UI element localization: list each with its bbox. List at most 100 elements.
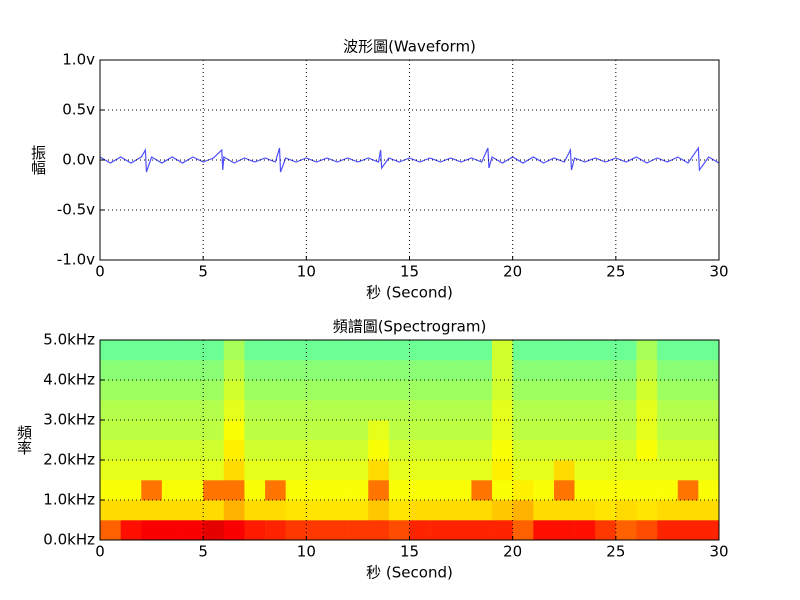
spectrogram-cell	[471, 440, 493, 461]
y-tick-label: 4.0kHz	[43, 371, 95, 389]
spectrogram-cell	[698, 480, 720, 501]
spectrogram-cell	[533, 500, 555, 521]
spectrogram-cell	[553, 400, 575, 421]
spectrogram-cell	[553, 380, 575, 401]
y-tick-label: 0.0kHz	[43, 531, 95, 549]
spectrogram-cell	[450, 460, 472, 481]
spectrogram-cell	[285, 480, 307, 501]
spectrogram-cell	[306, 480, 328, 501]
spectrogram-cell	[306, 460, 328, 481]
spectrogram-cell	[657, 520, 679, 541]
spectrogram-cell	[388, 380, 410, 401]
spectrogram-cell	[368, 380, 390, 401]
spectrogram-cell	[553, 520, 575, 541]
spectrogram-cell	[512, 380, 534, 401]
spectrogram-cell	[182, 380, 204, 401]
spectrogram-cell	[595, 520, 617, 541]
spectrogram-cell	[492, 460, 513, 481]
y-tick-label: 0.0v	[62, 151, 95, 169]
spectrogram-cell	[595, 480, 617, 501]
spectrogram-cell	[141, 460, 163, 481]
spectrogram-cell	[326, 460, 348, 481]
spectrogram-cell	[677, 360, 699, 381]
spectrogram-cell	[368, 500, 390, 521]
spectrogram-cell	[347, 380, 369, 401]
spectrogram-cell	[512, 480, 534, 501]
spectrogram-cell	[595, 380, 617, 401]
spectrogram-cell	[636, 400, 658, 421]
spectrogram-cell	[533, 460, 555, 481]
spectrogram-cell	[409, 440, 431, 461]
spectrogram-cell	[244, 420, 266, 441]
spectrogram-cell	[430, 500, 452, 521]
spectrogram-cell	[368, 440, 390, 461]
y-tick-label: -1.0v	[57, 251, 95, 269]
spectrogram-cell	[265, 460, 286, 481]
spectrogram-cell	[306, 500, 328, 521]
spectrogram-cell	[698, 420, 720, 441]
y-tick-label: 2.0kHz	[43, 451, 95, 469]
spectrogram-cell	[285, 460, 307, 481]
spectrogram-cell	[657, 360, 679, 381]
spectrogram-cell	[100, 380, 121, 401]
spectrogram-cell	[388, 420, 410, 441]
spectrogram-cell	[182, 360, 204, 381]
spectrogram-cell	[574, 520, 596, 541]
spectrogram-cell	[141, 480, 163, 501]
spectrogram-cell	[265, 440, 286, 461]
spectrogram-cell	[636, 520, 658, 541]
x-tick-label: 5	[198, 543, 208, 561]
spectrogram-cell	[677, 460, 699, 481]
spectrogram-cell	[553, 500, 575, 521]
spectrogram-cell	[306, 400, 328, 421]
spectrogram-cell	[223, 400, 245, 421]
spectrogram-cell	[326, 360, 348, 381]
y-axis-label: 頻率	[15, 425, 33, 455]
spectrogram-cell	[574, 380, 596, 401]
spectrogram-cell	[388, 360, 410, 381]
spectrogram-cell	[326, 520, 348, 541]
spectrogram-cell	[636, 480, 658, 501]
spectrogram-cell	[615, 440, 637, 461]
spectrogram-cell	[223, 360, 245, 381]
spectrogram-cell	[430, 440, 452, 461]
spectrogram-cell	[161, 400, 183, 421]
spectrogram-cell	[347, 420, 369, 441]
spectrogram-cell	[223, 520, 245, 541]
y-axis-label: 振幅	[29, 145, 47, 175]
spectrogram-cell	[100, 460, 121, 481]
spectrogram-cell	[409, 480, 431, 501]
spectrogram-cell	[368, 340, 390, 361]
spectrogram-cell	[347, 520, 369, 541]
spectrogram-cell	[368, 420, 390, 441]
spectrogram-cell	[223, 500, 245, 521]
spectrogram-cell	[512, 340, 534, 361]
spectrogram-cell	[574, 360, 596, 381]
spectrogram-cell	[265, 480, 286, 501]
spectrogram-cell	[657, 500, 679, 521]
spectrogram-cell	[615, 340, 637, 361]
spectrogram-cell	[512, 460, 534, 481]
spectrogram-cell	[553, 420, 575, 441]
spectrogram-cell	[471, 400, 493, 421]
spectrogram-cell	[492, 500, 513, 521]
x-tick-label: 0	[95, 263, 105, 281]
spectrogram-cell	[636, 500, 658, 521]
spectrogram-cell	[223, 460, 245, 481]
spectrogram-cell	[265, 360, 286, 381]
spectrogram-cell	[636, 420, 658, 441]
spectrogram-cell	[388, 480, 410, 501]
spectrogram-cell	[512, 360, 534, 381]
spectrogram-cell	[244, 340, 266, 361]
x-axis-label: 秒 (Second)	[366, 564, 453, 582]
spectrogram-cell	[265, 420, 286, 441]
subplot: 0 5 10 15 20 25 30 -1.0v -0.5v 0.0v 0.5v 1.0v 波形圖(Wa…	[29, 38, 729, 302]
spectrogram-cell	[574, 340, 596, 361]
spectrogram-cell	[492, 360, 513, 381]
spectrogram-cell	[409, 380, 431, 401]
spectrogram-cell	[450, 520, 472, 541]
spectrogram-cell	[657, 440, 679, 461]
spectrogram-cell	[182, 340, 204, 361]
x-axis-label: 秒 (Second)	[366, 284, 453, 302]
spectrogram-cell	[471, 360, 493, 381]
